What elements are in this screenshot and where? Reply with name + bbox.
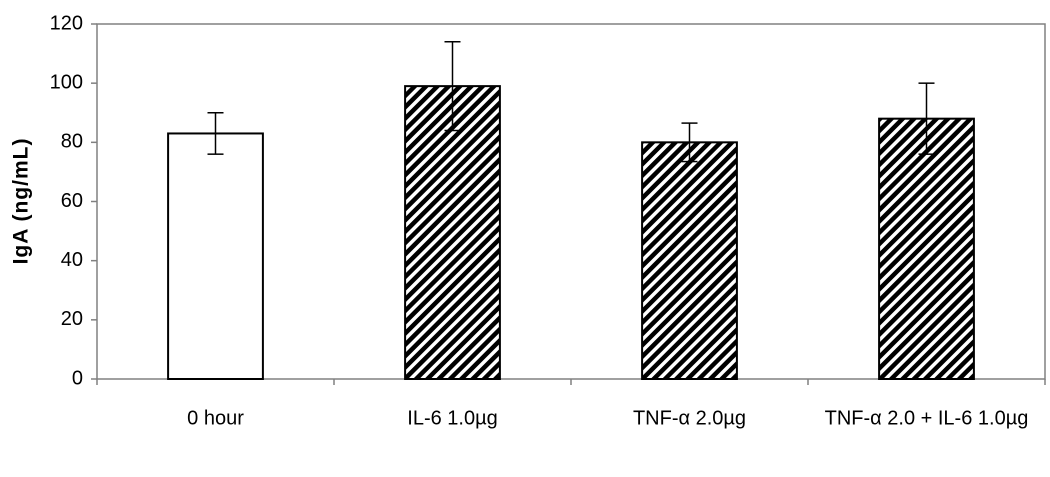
x-tick-label: TNF-α 2.0µg bbox=[633, 407, 746, 429]
bar bbox=[878, 117, 975, 381]
x-tick-label: IL-6 1.0µg bbox=[407, 407, 497, 429]
y-axis-label: IgA (ng/mL) bbox=[10, 138, 33, 265]
y-tick-label: 80 bbox=[61, 131, 83, 153]
y-tick-label: 20 bbox=[61, 308, 83, 330]
y-tick-label: 40 bbox=[61, 249, 83, 271]
x-tick-label: 0 hour bbox=[187, 407, 244, 429]
bar bbox=[167, 132, 264, 380]
bar bbox=[641, 141, 738, 380]
y-tick-label: 60 bbox=[61, 190, 83, 212]
y-tick-label: 0 bbox=[72, 367, 83, 389]
y-tick-label: 120 bbox=[50, 12, 83, 34]
x-tick-label: TNF-α 2.0 + IL-6 1.0µg bbox=[825, 407, 1029, 429]
y-tick-label: 100 bbox=[50, 71, 83, 93]
